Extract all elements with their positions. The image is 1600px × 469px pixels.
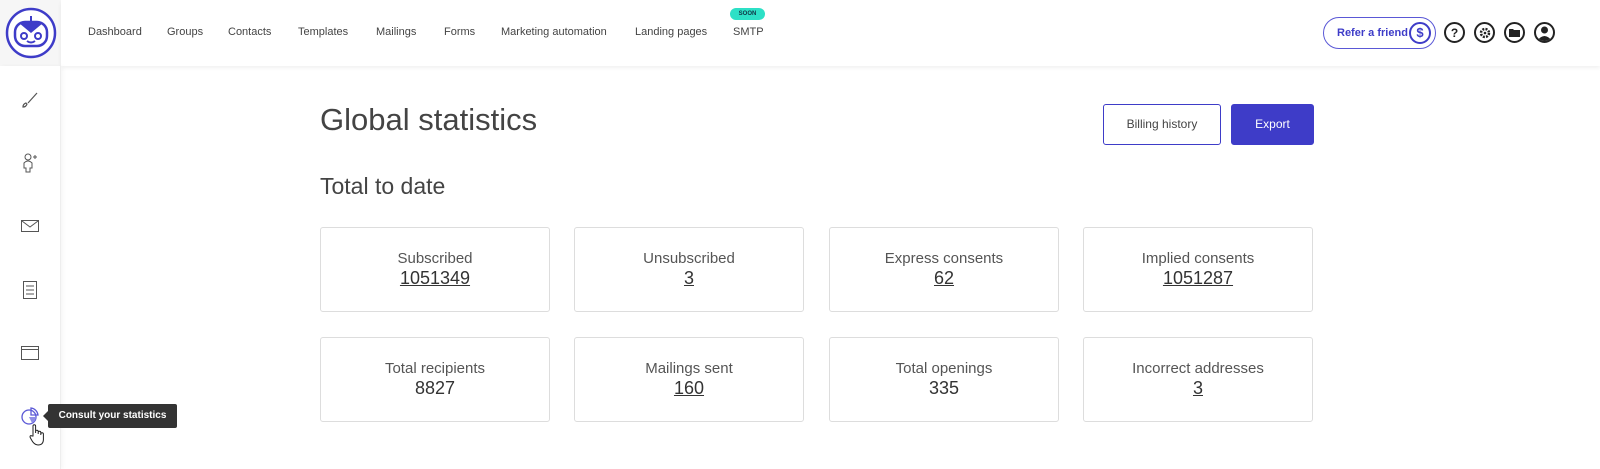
top-nav bbox=[61, 0, 1600, 66]
help-icon[interactable]: ? bbox=[1444, 22, 1465, 43]
refer-a-friend-button[interactable]: Refer a friend $ bbox=[1323, 17, 1436, 49]
stat-label: Mailings sent bbox=[645, 360, 733, 377]
stat-card: Total recipients 8827 bbox=[320, 337, 550, 422]
stat-card: Total openings 335 bbox=[829, 337, 1059, 422]
nav-templates[interactable]: Templates bbox=[298, 26, 349, 38]
nav-forms[interactable]: Forms bbox=[444, 26, 476, 38]
stat-label: Unsubscribed bbox=[643, 250, 735, 267]
stat-value[interactable]: 62 bbox=[933, 268, 955, 288]
gear-icon[interactable] bbox=[1474, 22, 1495, 43]
form-icon[interactable] bbox=[18, 278, 42, 302]
refer-label: Refer a friend bbox=[1337, 27, 1408, 39]
stat-label: Total openings bbox=[895, 360, 993, 377]
stat-value: 8827 bbox=[414, 378, 456, 398]
nav-mailings[interactable]: Mailings bbox=[376, 26, 417, 38]
nav-groups[interactable]: Groups bbox=[167, 26, 204, 38]
section-title: Total to date bbox=[320, 173, 446, 199]
landing-page-icon[interactable] bbox=[18, 341, 42, 365]
export-button[interactable]: Export bbox=[1231, 104, 1314, 145]
stat-value: 335 bbox=[928, 378, 960, 398]
stat-value[interactable]: 3 bbox=[1192, 378, 1203, 398]
stat-card: Subscribed 1051349 bbox=[320, 227, 550, 312]
stat-card: Implied consents 1051287 bbox=[1083, 227, 1313, 312]
stat-card: Mailings sent 160 bbox=[574, 337, 804, 422]
add-contact-icon[interactable] bbox=[18, 151, 42, 175]
stat-card: Incorrect addresses 3 bbox=[1083, 337, 1313, 422]
statistics-tooltip: Consult your statistics bbox=[43, 404, 177, 428]
nav-dashboard[interactable]: Dashboard bbox=[88, 26, 142, 38]
page-title: Global statistics bbox=[320, 102, 538, 137]
robot-logo-icon bbox=[5, 7, 56, 59]
stat-label: Subscribed bbox=[397, 250, 473, 267]
stat-label: Express consents bbox=[884, 250, 1004, 267]
logo[interactable] bbox=[0, 0, 61, 66]
folder-icon[interactable] bbox=[1504, 22, 1525, 43]
stat-card: Express consents 62 bbox=[829, 227, 1059, 312]
nav-contacts[interactable]: Contacts bbox=[228, 26, 272, 38]
nav-landing-pages[interactable]: Landing pages bbox=[635, 26, 708, 38]
stat-card: Unsubscribed 3 bbox=[574, 227, 804, 312]
billing-history-button[interactable]: Billing history bbox=[1103, 104, 1221, 145]
brush-icon[interactable] bbox=[18, 88, 42, 112]
nav-marketing-automation[interactable]: Marketing automation bbox=[501, 26, 607, 38]
stat-value[interactable]: 3 bbox=[683, 268, 694, 288]
user-icon[interactable] bbox=[1534, 22, 1555, 43]
stat-label: Incorrect addresses bbox=[1132, 360, 1264, 377]
statistics-icon[interactable] bbox=[18, 404, 42, 428]
mail-icon[interactable] bbox=[18, 214, 42, 238]
nav-smtp[interactable]: SMTP bbox=[733, 26, 764, 38]
stat-label: Implied consents bbox=[1141, 250, 1255, 267]
soon-badge: SOON bbox=[730, 8, 765, 20]
hand-cursor-icon bbox=[29, 424, 44, 446]
stat-value[interactable]: 1051287 bbox=[1162, 268, 1234, 288]
sidebar bbox=[0, 66, 61, 469]
stat-value[interactable]: 1051349 bbox=[399, 268, 471, 288]
stat-label: Total recipients bbox=[384, 360, 486, 377]
stat-value[interactable]: 160 bbox=[673, 378, 705, 398]
dollar-icon: $ bbox=[1409, 22, 1431, 44]
